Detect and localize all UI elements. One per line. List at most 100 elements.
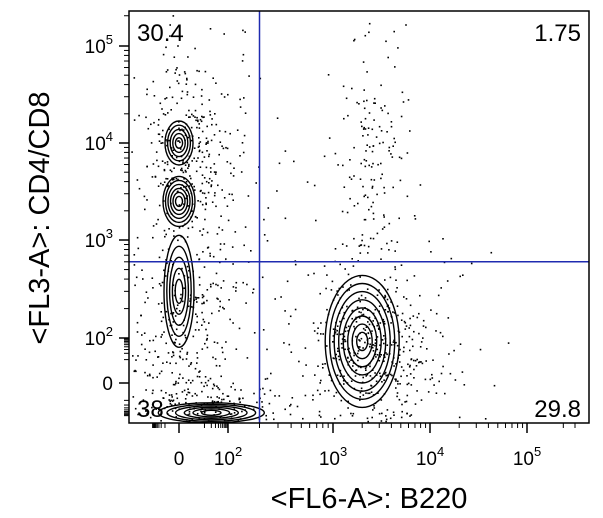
event-dot — [407, 363, 409, 366]
event-dot — [198, 145, 200, 148]
event-dot — [359, 244, 362, 247]
event-dot — [168, 228, 170, 230]
event-dot — [403, 296, 405, 298]
event-dot — [386, 353, 388, 356]
event-dot — [212, 383, 215, 386]
event-dot — [231, 246, 234, 248]
event-dot — [366, 417, 369, 420]
event-dot — [165, 139, 167, 141]
x-tick-exponent: 5 — [534, 444, 541, 459]
event-dot — [203, 156, 206, 158]
event-dot — [162, 362, 164, 364]
event-dot — [414, 403, 417, 405]
event-dot — [450, 257, 453, 260]
x-tick-label: 104 — [416, 444, 444, 470]
event-dot — [171, 179, 174, 181]
event-dot — [390, 125, 393, 128]
event-dot — [364, 128, 367, 130]
event-dot — [183, 389, 186, 392]
event-dot — [201, 88, 203, 91]
event-dot — [178, 355, 181, 358]
event-dot — [158, 408, 160, 411]
event-dot — [201, 324, 203, 326]
event-dot — [173, 178, 175, 181]
event-dot — [179, 297, 182, 300]
event-dot — [413, 368, 415, 371]
event-dot — [323, 265, 326, 267]
event-dot — [183, 71, 186, 73]
event-dot — [140, 343, 143, 346]
event-dot — [199, 200, 202, 203]
event-dot — [384, 296, 386, 299]
event-dot — [215, 123, 218, 126]
event-dot — [225, 146, 227, 149]
event-dot — [442, 238, 444, 240]
y-axis-label: <FL3-A>: CD4/CD8 — [24, 91, 56, 344]
event-dot — [185, 401, 187, 404]
event-dot — [327, 74, 330, 76]
event-dot — [395, 363, 397, 365]
event-dot — [210, 184, 213, 186]
event-dot — [170, 260, 173, 262]
event-dot — [177, 178, 179, 181]
event-dot — [371, 150, 374, 153]
event-dot — [227, 93, 229, 96]
event-dot — [157, 303, 160, 305]
event-dot — [358, 339, 360, 341]
event-dot — [195, 298, 197, 301]
event-dot — [150, 142, 153, 144]
event-dot — [180, 169, 182, 171]
event-dot — [344, 339, 346, 341]
event-dot — [221, 229, 224, 231]
event-dot — [372, 201, 374, 204]
event-dot — [150, 123, 152, 126]
event-dot — [239, 98, 241, 101]
event-dot — [390, 344, 393, 346]
event-dot — [351, 317, 353, 320]
event-dot — [359, 178, 362, 180]
event-dot — [372, 344, 375, 346]
event-dot — [156, 159, 158, 162]
event-dot — [357, 202, 359, 205]
event-dot — [232, 286, 235, 288]
event-dot — [345, 245, 348, 247]
event-dot — [245, 302, 247, 304]
event-dot — [154, 350, 156, 353]
event-dot — [196, 126, 198, 129]
event-dot — [400, 375, 402, 378]
event-dot — [136, 236, 139, 239]
event-dot — [189, 300, 191, 302]
event-dot — [206, 289, 209, 291]
event-dot — [179, 129, 181, 132]
event-dot — [426, 348, 428, 350]
event-dot — [433, 384, 435, 386]
event-dot — [354, 369, 357, 372]
event-dot — [194, 215, 197, 218]
event-dot — [358, 297, 360, 300]
event-dot — [138, 114, 140, 117]
event-dot — [218, 397, 220, 399]
event-dot — [232, 175, 235, 177]
event-dot — [189, 116, 191, 118]
event-dot — [183, 287, 185, 289]
event-dot — [213, 134, 216, 136]
event-dot — [379, 375, 382, 377]
event-dot — [179, 373, 181, 376]
event-dot — [170, 182, 172, 185]
event-dot — [463, 384, 466, 386]
event-dot — [198, 150, 201, 153]
event-dot — [404, 328, 407, 330]
event-dot — [175, 416, 177, 418]
event-dot — [191, 183, 193, 185]
event-dot — [178, 402, 180, 404]
event-dot — [201, 348, 204, 350]
event-dot — [409, 304, 412, 307]
event-dot — [196, 301, 198, 303]
event-dot — [184, 336, 187, 339]
event-dot — [166, 212, 168, 215]
event-dot — [146, 374, 149, 377]
event-dot — [396, 241, 399, 243]
event-dot — [215, 205, 217, 208]
event-dot — [370, 178, 373, 181]
event-dot — [358, 311, 360, 313]
